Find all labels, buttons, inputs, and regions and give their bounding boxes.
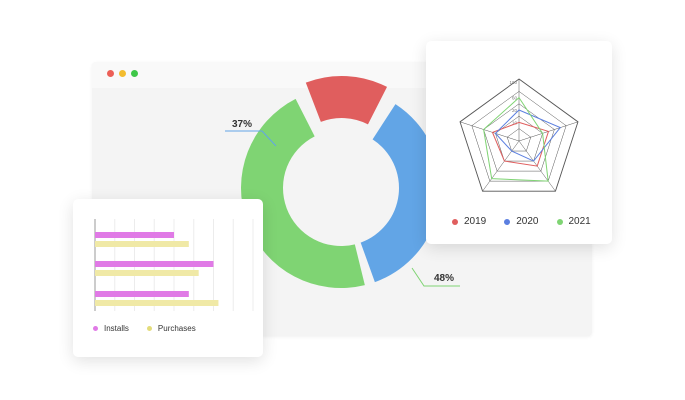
- radar-spoke: [459, 121, 520, 142]
- radar-chart-card: 10 20 60 100 2019 2020 2021: [426, 41, 612, 244]
- slice-label: 48%: [434, 273, 454, 284]
- radar-grid-ring: [483, 103, 555, 172]
- radar-series-2019: [491, 121, 550, 167]
- radar-grid-ring: [459, 78, 579, 192]
- legend-item-2019: 2019: [452, 216, 486, 227]
- legend-item-2021: 2021: [556, 216, 591, 227]
- bar-installs: [95, 291, 189, 297]
- minimize-window-button[interactable]: [119, 70, 126, 77]
- bar-chart-card: Installs Purchases: [73, 199, 263, 357]
- legend-label: 2019: [464, 216, 487, 227]
- radar-tick-label: 10: [512, 120, 518, 125]
- legend-marker: [452, 218, 458, 225]
- bar-chart: [94, 219, 254, 311]
- slice-label: 37%: [232, 119, 252, 130]
- radar-series-2020: [494, 109, 562, 162]
- legend-item-2020: 2020: [504, 216, 539, 227]
- legend-marker: [93, 326, 98, 331]
- label-leader-line: [225, 130, 277, 147]
- legend-marker: [556, 218, 563, 225]
- radar-series-2021: [483, 96, 549, 182]
- donut-slice: [305, 76, 388, 125]
- radar-tick-label: 20: [512, 108, 518, 113]
- radar-chart: 10 20 60 100: [459, 78, 579, 192]
- legend-label: Purchases: [157, 324, 196, 333]
- radar-chart-legend: 2019 2020 2021: [452, 216, 609, 227]
- legend-label: 2020: [516, 216, 539, 227]
- bar-installs: [95, 261, 214, 267]
- maximize-window-button[interactable]: [131, 70, 138, 77]
- radar-tick-label: 60: [512, 96, 518, 101]
- legend-item-purchases: Purchases: [146, 324, 196, 333]
- legend-label: Installs: [104, 324, 129, 333]
- donut-slice: [360, 104, 442, 283]
- radar-grid-ring: [471, 91, 567, 182]
- bar-purchases: [95, 241, 189, 247]
- bar-chart-legend: Installs Purchases: [93, 324, 214, 333]
- legend-label: 2021: [568, 216, 591, 227]
- label-leader-line: [411, 267, 460, 287]
- legend-marker: [146, 326, 152, 331]
- radar-spoke: [482, 140, 520, 192]
- donut-slice: [240, 98, 365, 289]
- radar-tick-label: 100: [509, 80, 517, 85]
- legend-marker: [504, 218, 511, 225]
- bar-purchases: [95, 270, 199, 276]
- radar-grid-ring: [495, 115, 543, 162]
- bar-installs: [95, 232, 174, 238]
- close-window-button[interactable]: [107, 70, 114, 77]
- legend-item-installs: Installs: [93, 324, 129, 333]
- radar-grid-ring: [506, 128, 532, 152]
- bar-purchases: [95, 300, 219, 306]
